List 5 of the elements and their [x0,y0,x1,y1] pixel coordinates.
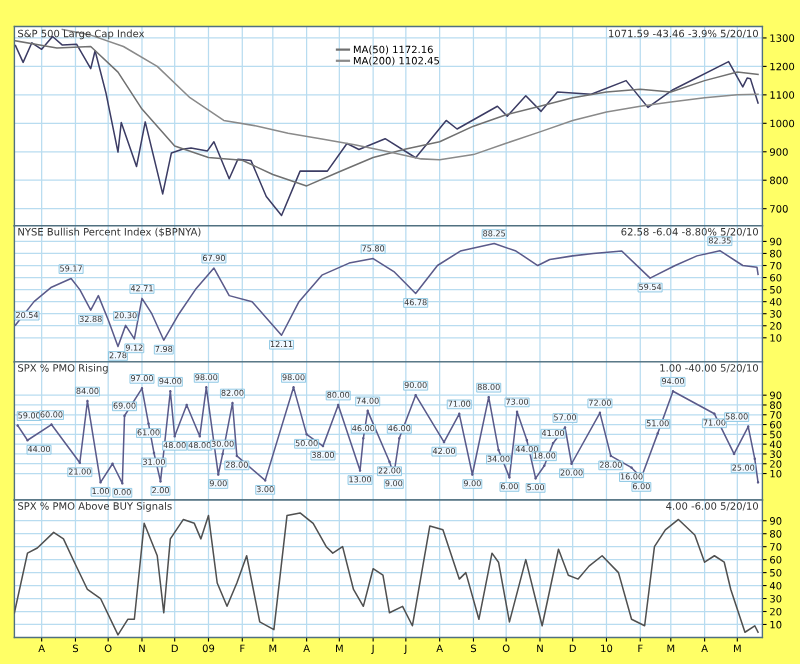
line-series [14,40,759,187]
line-series [16,386,760,485]
line-series [14,512,759,636]
line-series [61,28,759,161]
line-series [14,242,759,348]
